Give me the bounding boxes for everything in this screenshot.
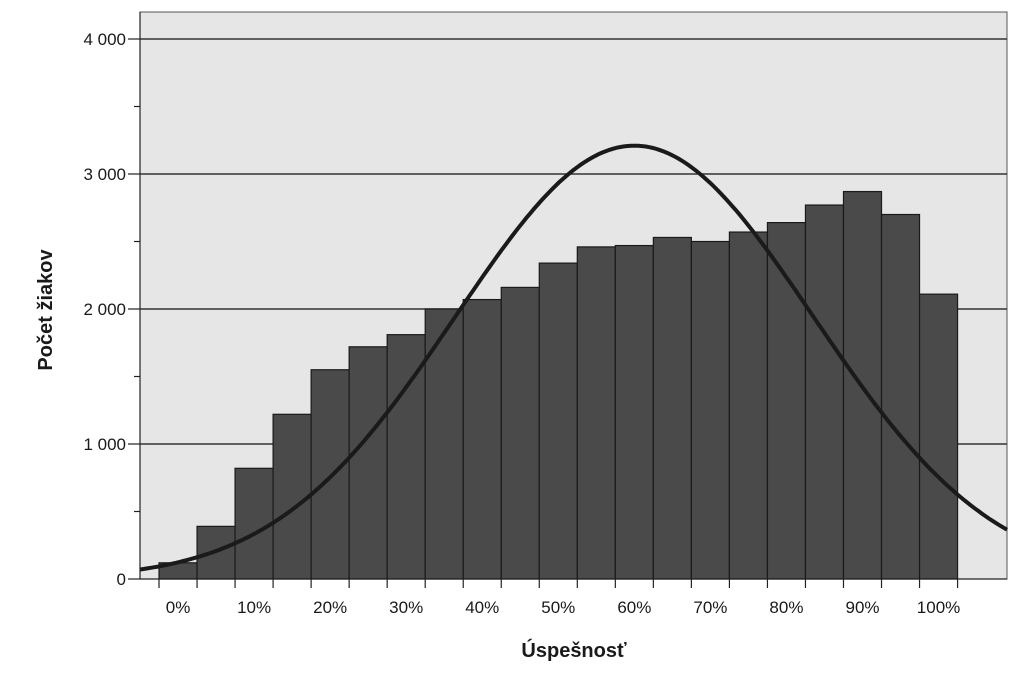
x-tick-label: 0% [166, 598, 191, 617]
histogram-bar [880, 213, 921, 580]
x-tick-label: 30% [389, 598, 423, 617]
histogram-bar [766, 222, 807, 580]
histogram-bar [690, 240, 731, 580]
x-tick-label: 100% [917, 598, 960, 617]
histogram-bar [652, 236, 692, 580]
y-tick-label: 3 000 [83, 165, 126, 184]
histogram-bar [272, 413, 312, 580]
y-tick-label: 2 000 [83, 300, 126, 319]
x-axis: 0% 10% 20% 30% 40% 50% 60% 70% 80% 90% 100% [140, 578, 1007, 617]
y-axis-title: Počet žiakov [35, 249, 57, 371]
x-tick-label: 60% [617, 598, 651, 617]
histogram-bar [500, 286, 540, 580]
x-tick-label: 20% [313, 598, 347, 617]
histogram-bar [348, 346, 388, 580]
x-tick-label: 50% [541, 598, 575, 617]
x-tick-label: 90% [845, 598, 879, 617]
x-tick-label: 40% [465, 598, 499, 617]
x-axis-title: Úspešnosť [521, 638, 627, 662]
histogram-bar [918, 293, 959, 580]
histogram-bar [234, 467, 274, 580]
histogram-bar [614, 244, 654, 580]
y-tick-label: 0 [117, 570, 126, 589]
histogram-bar [462, 298, 502, 580]
normal-curve [139, 143, 1009, 572]
histogram-bar [576, 246, 616, 580]
y-tick-label: 1 000 [83, 435, 126, 454]
histogram-bar [728, 231, 769, 580]
histogram-bar [804, 204, 845, 580]
histogram-bar [310, 369, 350, 580]
x-tick-label: 70% [693, 598, 727, 617]
x-tick-label: 80% [769, 598, 803, 617]
x-tick-label: 10% [237, 598, 271, 617]
histogram-bar [538, 262, 578, 580]
y-tick-label: 4 000 [83, 30, 126, 49]
histogram-bars [158, 190, 959, 580]
y-axis: 0 1 000 2 000 3 000 4 000 [83, 12, 141, 589]
